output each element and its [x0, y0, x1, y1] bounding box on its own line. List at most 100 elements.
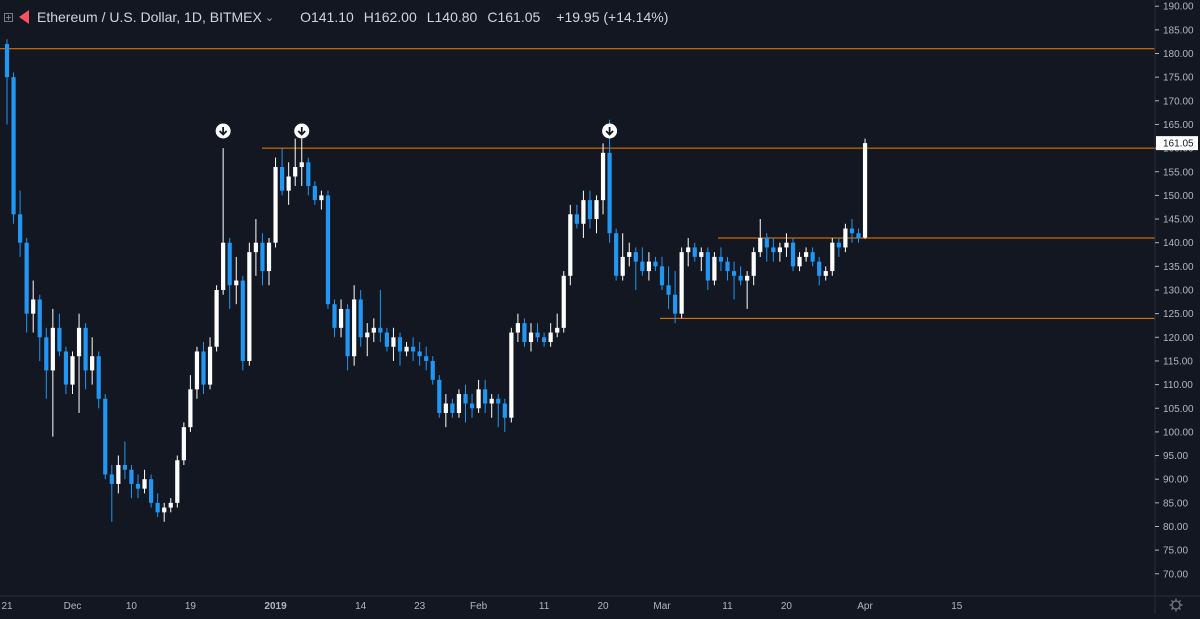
candle[interactable]: [227, 237, 232, 309]
candle[interactable]: [63, 346, 69, 395]
candle[interactable]: [299, 138, 304, 186]
candle[interactable]: [640, 247, 645, 276]
candle[interactable]: [784, 233, 789, 257]
candle[interactable]: [522, 318, 527, 347]
candle[interactable]: [574, 204, 579, 229]
candle[interactable]: [411, 337, 416, 361]
candle[interactable]: [332, 299, 337, 338]
candle[interactable]: [253, 219, 258, 276]
candle[interactable]: [116, 455, 121, 494]
candle[interactable]: [810, 247, 815, 267]
candle[interactable]: [804, 247, 809, 262]
down-arrow-icon[interactable]: [215, 123, 231, 139]
candle[interactable]: [50, 308, 55, 437]
candle[interactable]: [633, 247, 638, 290]
candle[interactable]: [509, 327, 514, 423]
candle[interactable]: [240, 275, 245, 371]
candle[interactable]: [11, 72, 16, 224]
candle[interactable]: [129, 465, 134, 499]
candle[interactable]: [679, 247, 684, 319]
candle[interactable]: [345, 304, 350, 371]
candle[interactable]: [194, 346, 200, 399]
candle[interactable]: [594, 195, 599, 234]
candle[interactable]: [496, 394, 501, 428]
add-symbol-icon[interactable]: [4, 12, 13, 22]
candle[interactable]: [122, 441, 127, 480]
candle[interactable]: [745, 271, 750, 309]
candle[interactable]: [699, 247, 704, 272]
chevron-down-icon[interactable]: ⌄: [264, 11, 275, 24]
candle[interactable]: [836, 237, 841, 257]
candle[interactable]: [764, 233, 769, 262]
candle[interactable]: [260, 233, 265, 286]
candle[interactable]: [57, 313, 62, 357]
candle[interactable]: [456, 389, 462, 418]
candle[interactable]: [686, 237, 691, 267]
candle[interactable]: [823, 266, 828, 281]
candle[interactable]: [535, 323, 540, 343]
candle[interactable]: [319, 190, 324, 210]
candle[interactable]: [437, 375, 442, 418]
candle[interactable]: [338, 299, 344, 338]
candle[interactable]: [168, 498, 173, 513]
candle[interactable]: [83, 323, 88, 390]
candle[interactable]: [430, 356, 435, 385]
candle[interactable]: [614, 228, 619, 281]
candle[interactable]: [109, 465, 114, 522]
candle[interactable]: [725, 256, 730, 281]
candle[interactable]: [607, 119, 612, 243]
candle[interactable]: [581, 190, 586, 238]
candle[interactable]: [424, 346, 429, 371]
candle[interactable]: [620, 233, 625, 281]
candle[interactable]: [181, 422, 186, 466]
candle[interactable]: [247, 242, 252, 366]
candle[interactable]: [443, 394, 448, 428]
candle[interactable]: [266, 237, 272, 286]
candle[interactable]: [450, 398, 455, 418]
candle[interactable]: [76, 313, 82, 413]
candle[interactable]: [646, 252, 651, 281]
candle[interactable]: [280, 148, 285, 196]
candle[interactable]: [489, 394, 494, 418]
candle[interactable]: [293, 138, 298, 186]
candle[interactable]: [90, 337, 95, 385]
candle[interactable]: [731, 261, 737, 300]
candle[interactable]: [502, 398, 507, 432]
candle[interactable]: [175, 455, 180, 508]
candle[interactable]: [469, 394, 475, 418]
candle[interactable]: [568, 204, 573, 286]
candle[interactable]: [542, 332, 547, 347]
candle[interactable]: [234, 256, 239, 305]
candle[interactable]: [843, 223, 848, 253]
candle[interactable]: [771, 237, 776, 262]
candle[interactable]: [37, 294, 42, 361]
candle[interactable]: [365, 323, 370, 357]
candle[interactable]: [312, 181, 317, 205]
candle[interactable]: [306, 157, 311, 196]
candle[interactable]: [214, 285, 219, 352]
candle[interactable]: [221, 148, 226, 295]
candle[interactable]: [830, 237, 835, 276]
candle[interactable]: [718, 247, 724, 272]
candle[interactable]: [600, 143, 606, 215]
candle[interactable]: [849, 219, 855, 243]
candle[interactable]: [44, 327, 49, 399]
candle[interactable]: [273, 157, 278, 248]
candle[interactable]: [751, 247, 756, 286]
candle[interactable]: [463, 384, 468, 423]
candle[interactable]: [515, 313, 520, 343]
candle[interactable]: [103, 394, 108, 480]
candle[interactable]: [692, 242, 697, 262]
candle[interactable]: [555, 313, 560, 338]
candle[interactable]: [31, 280, 36, 333]
candle[interactable]: [627, 242, 632, 267]
candle[interactable]: [790, 237, 796, 272]
candle[interactable]: [548, 323, 553, 347]
candle[interactable]: [96, 351, 101, 409]
symbol-title[interactable]: Ethereum / U.S. Dollar, 1D, BITMEX: [37, 9, 262, 25]
candle[interactable]: [142, 469, 147, 494]
candle[interactable]: [135, 474, 141, 499]
candle[interactable]: [587, 190, 593, 229]
